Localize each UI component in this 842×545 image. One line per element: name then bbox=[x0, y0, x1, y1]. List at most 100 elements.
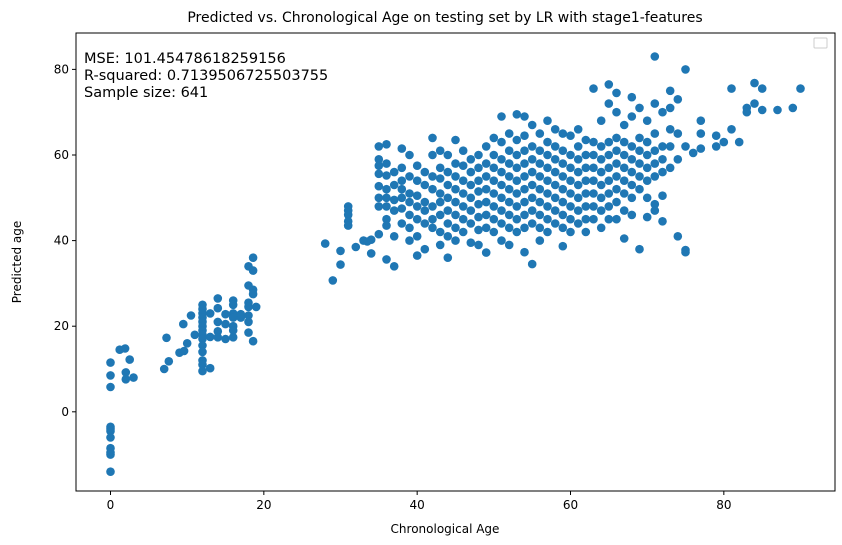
data-point bbox=[205, 332, 215, 342]
data-point bbox=[489, 189, 499, 198]
data-point bbox=[635, 146, 644, 155]
data-point bbox=[612, 184, 621, 194]
data-point bbox=[405, 210, 414, 220]
y-tick-label: 80 bbox=[54, 62, 69, 76]
data-point bbox=[558, 146, 568, 155]
data-point bbox=[711, 142, 721, 151]
x-tick-label: 40 bbox=[410, 498, 425, 512]
data-point bbox=[458, 146, 468, 155]
data-point bbox=[596, 155, 606, 164]
data-point bbox=[489, 163, 499, 173]
data-point bbox=[435, 163, 445, 173]
data-point bbox=[374, 202, 384, 211]
data-point bbox=[443, 219, 453, 228]
data-point bbox=[481, 184, 491, 194]
data-point bbox=[727, 125, 736, 134]
data-point bbox=[248, 336, 258, 346]
data-point bbox=[558, 197, 568, 207]
data-point bbox=[589, 150, 598, 160]
data-point bbox=[527, 142, 537, 151]
data-point bbox=[497, 193, 506, 203]
data-point bbox=[512, 214, 522, 224]
data-point bbox=[573, 219, 583, 228]
data-point bbox=[412, 191, 422, 200]
data-point bbox=[481, 223, 491, 233]
data-point bbox=[221, 309, 230, 319]
data-point bbox=[186, 311, 196, 320]
data-point bbox=[596, 223, 606, 233]
data-point bbox=[581, 176, 591, 185]
data-point bbox=[658, 167, 667, 177]
y-axis: 0 20 40 60 80 bbox=[54, 62, 76, 419]
data-point bbox=[412, 176, 422, 185]
data-point bbox=[558, 223, 568, 233]
data-point bbox=[627, 210, 637, 220]
data-point bbox=[405, 189, 414, 198]
data-point bbox=[573, 167, 583, 177]
data-point bbox=[397, 219, 407, 228]
data-point bbox=[374, 181, 384, 191]
data-point bbox=[596, 180, 606, 190]
data-point bbox=[650, 206, 660, 215]
data-point bbox=[520, 197, 529, 207]
data-point bbox=[466, 167, 476, 177]
data-point bbox=[650, 146, 660, 155]
x-tick-label: 0 bbox=[107, 498, 115, 512]
data-point bbox=[228, 333, 238, 342]
data-point bbox=[612, 146, 621, 155]
data-point bbox=[543, 150, 552, 160]
data-point bbox=[382, 221, 391, 230]
data-point bbox=[673, 95, 683, 104]
data-point bbox=[458, 176, 468, 185]
data-point bbox=[382, 140, 391, 149]
stat-mse: MSE: 101.45478618259156 bbox=[84, 51, 286, 67]
data-point bbox=[619, 137, 629, 147]
data-point bbox=[248, 253, 258, 262]
data-point bbox=[566, 189, 575, 198]
data-point bbox=[520, 112, 529, 121]
data-point bbox=[121, 368, 131, 377]
data-point bbox=[650, 129, 660, 138]
data-point bbox=[435, 210, 445, 220]
data-point bbox=[451, 159, 460, 168]
data-point bbox=[213, 317, 223, 327]
data-point bbox=[527, 259, 537, 269]
data-point bbox=[566, 176, 575, 185]
data-point bbox=[420, 206, 430, 215]
data-point bbox=[650, 99, 660, 108]
data-point bbox=[650, 52, 660, 61]
data-point bbox=[179, 346, 189, 356]
data-point bbox=[443, 193, 453, 203]
data-point bbox=[566, 150, 575, 160]
data-point bbox=[550, 180, 560, 190]
data-point bbox=[389, 180, 399, 190]
data-point bbox=[688, 148, 698, 158]
x-tick-label: 80 bbox=[716, 498, 731, 512]
data-point bbox=[665, 125, 675, 134]
data-point bbox=[228, 313, 238, 322]
data-point bbox=[520, 131, 529, 140]
data-point bbox=[489, 133, 499, 143]
data-point bbox=[681, 65, 690, 74]
data-point bbox=[428, 172, 437, 181]
data-point bbox=[619, 163, 629, 173]
data-point bbox=[535, 146, 545, 155]
data-point bbox=[458, 202, 468, 211]
data-point bbox=[604, 163, 614, 173]
data-point bbox=[619, 234, 629, 243]
data-point bbox=[581, 202, 591, 211]
x-axis: 0 20 40 60 80 bbox=[107, 491, 731, 512]
data-point bbox=[474, 212, 483, 222]
data-point bbox=[527, 206, 537, 215]
data-point bbox=[627, 155, 637, 164]
data-point bbox=[558, 184, 568, 194]
data-point bbox=[504, 146, 514, 155]
data-point bbox=[788, 103, 798, 113]
data-point bbox=[382, 159, 391, 168]
data-point bbox=[658, 155, 667, 164]
data-point bbox=[627, 180, 637, 190]
data-point bbox=[665, 86, 675, 96]
data-point bbox=[658, 107, 667, 117]
data-point bbox=[451, 135, 460, 145]
data-point bbox=[581, 227, 591, 237]
